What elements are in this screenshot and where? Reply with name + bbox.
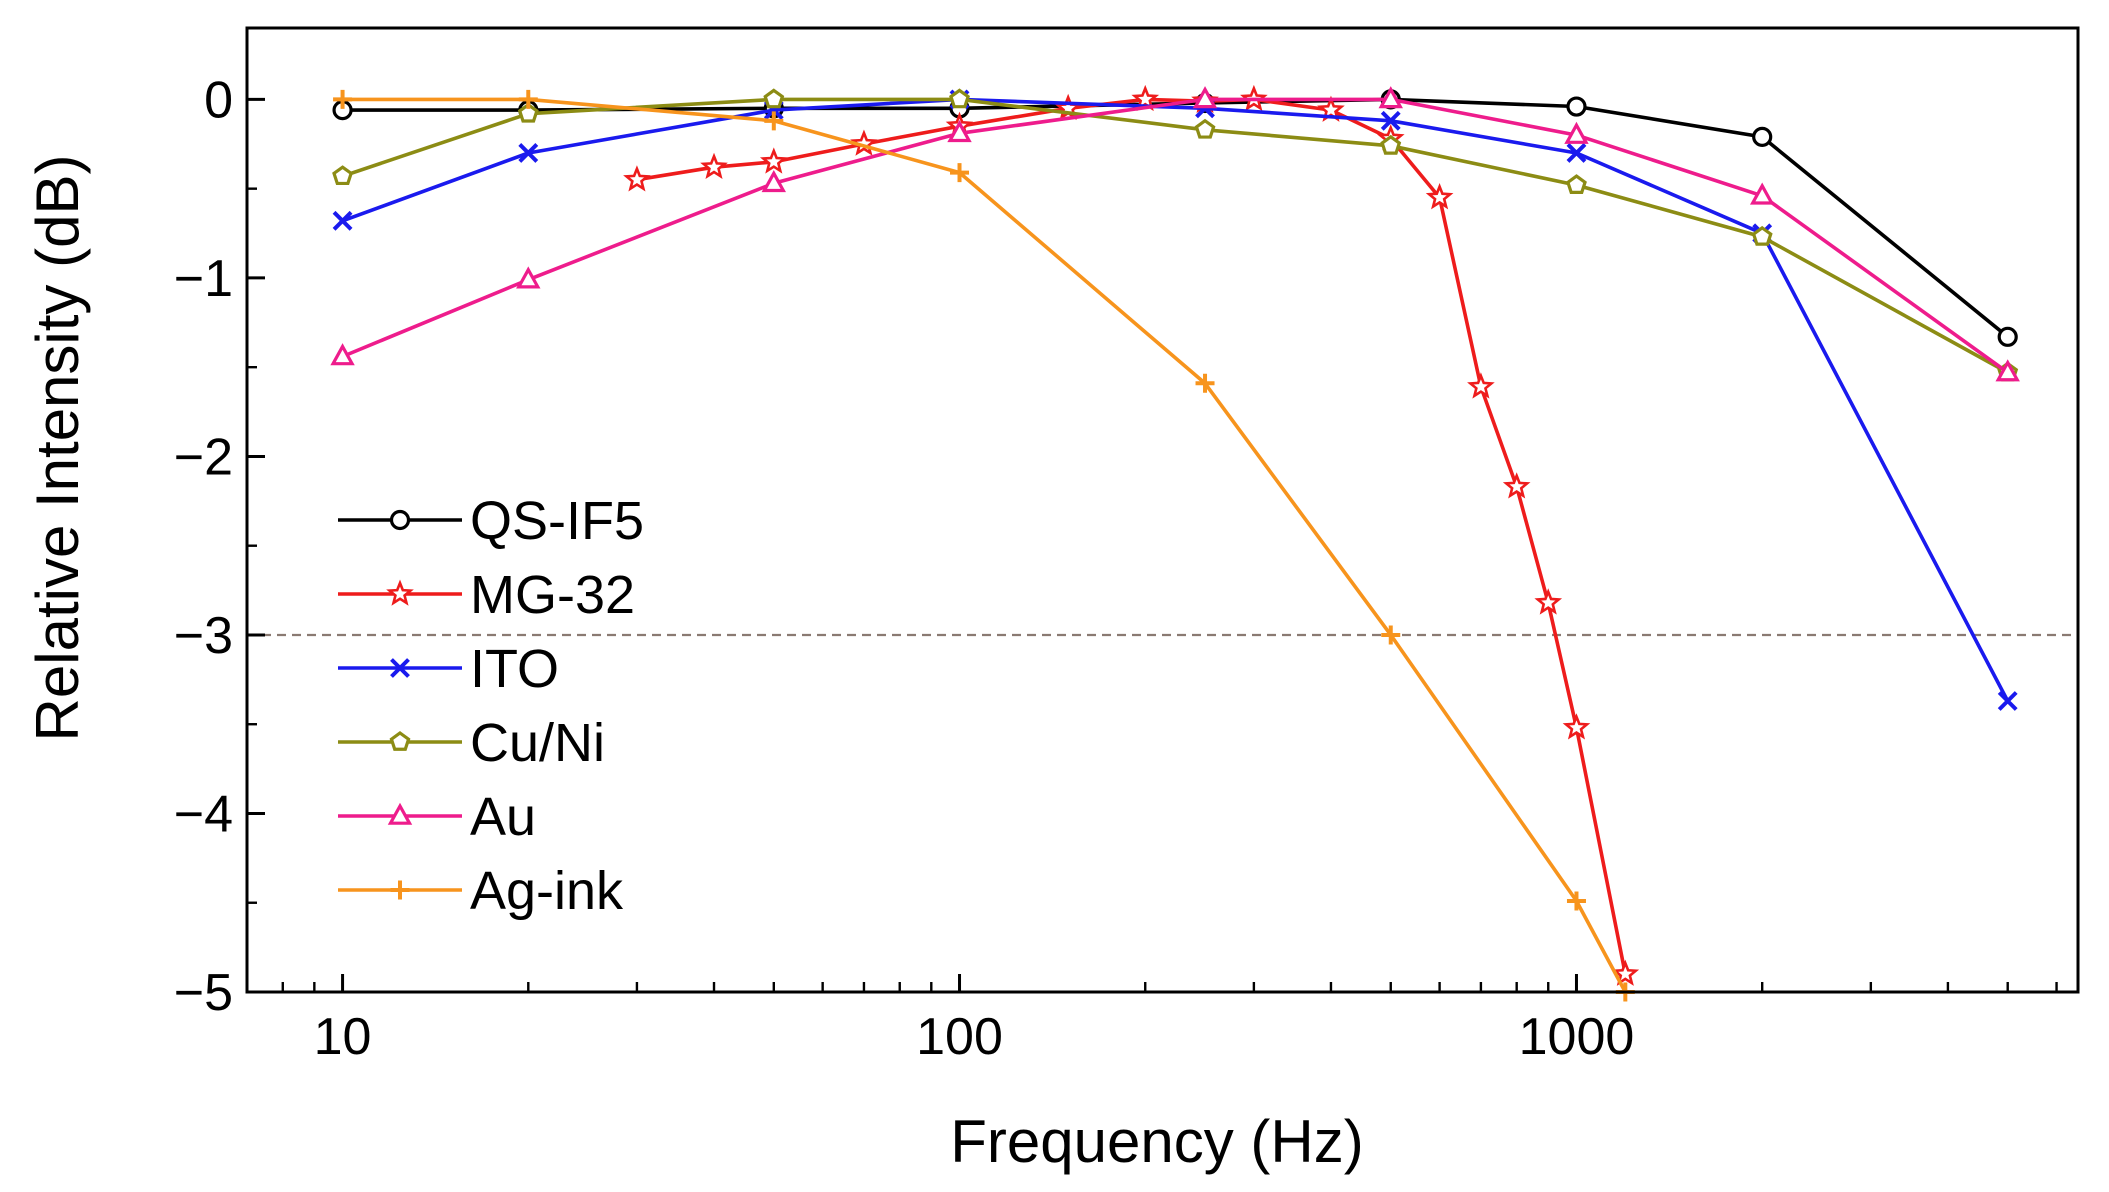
x-tick-label: 100 bbox=[916, 1008, 1003, 1066]
data-point-ag-ink bbox=[950, 163, 970, 183]
legend-marker-ag-ink bbox=[390, 880, 410, 900]
legend-entry-mg-32: MG-32 bbox=[338, 565, 635, 625]
legend-entry-ag-ink: Ag-ink bbox=[338, 861, 624, 921]
legend-marker-qs-if5 bbox=[389, 509, 411, 531]
data-point-mg-32 bbox=[1317, 95, 1345, 122]
legend-label-ito: ITO bbox=[470, 639, 559, 699]
y-axis-title: Relative Intensity (dB) bbox=[24, 155, 91, 742]
data-point-mg-32 bbox=[759, 147, 788, 174]
data-point-au bbox=[1378, 86, 1403, 109]
data-point-ag-ink bbox=[764, 111, 784, 131]
data-point-ag-ink bbox=[1195, 373, 1215, 393]
data-point-mg-32 bbox=[1562, 713, 1591, 740]
data-point-mg-32 bbox=[1611, 959, 1640, 986]
legend-label-qs-if5: QS-IF5 bbox=[470, 491, 644, 551]
data-point-cu-ni bbox=[332, 165, 354, 186]
series-layer bbox=[330, 84, 2020, 1002]
y-tick-label: 0 bbox=[204, 71, 233, 129]
data-point-mg-32 bbox=[1502, 472, 1531, 499]
legend-label-ag-ink: Ag-ink bbox=[470, 861, 624, 921]
data-point-cu-ni bbox=[1751, 225, 1773, 246]
data-point-au bbox=[1192, 86, 1218, 109]
data-point-au bbox=[761, 170, 787, 193]
data-point-mg-32 bbox=[850, 129, 878, 156]
data-point-ag-ink bbox=[333, 89, 353, 109]
legend-entry-qs-if5: QS-IF5 bbox=[338, 491, 644, 551]
data-point-qs-if5 bbox=[1566, 96, 1587, 117]
x-tick-label: 1000 bbox=[1519, 1008, 1635, 1066]
data-point-mg-32 bbox=[1131, 84, 1160, 112]
legend-marker-au bbox=[387, 802, 413, 825]
data-point-au bbox=[516, 266, 541, 289]
data-point-ag-ink bbox=[518, 89, 538, 109]
data-point-qs-if5 bbox=[1752, 126, 1773, 147]
legend-marker-mg-32 bbox=[386, 579, 414, 606]
legend-label-mg-32: MG-32 bbox=[470, 565, 635, 625]
y-tick-label: −2 bbox=[174, 428, 233, 486]
x-tick-label: 10 bbox=[314, 1008, 372, 1066]
legend: QS-IF5 MG-32 ITO Cu/Ni Au Ag-ink bbox=[338, 491, 644, 921]
data-point-qs-if5 bbox=[1997, 326, 2018, 347]
data-point-au bbox=[1749, 182, 1775, 205]
data-point-au bbox=[330, 343, 355, 366]
data-point-au bbox=[947, 120, 972, 143]
data-point-cu-ni bbox=[763, 88, 785, 109]
data-point-mg-32 bbox=[623, 165, 651, 192]
series-au bbox=[330, 86, 2020, 382]
legend-entry-cu-ni: Cu/Ni bbox=[338, 713, 605, 773]
data-point-ag-ink bbox=[1381, 625, 1401, 645]
data-point-au bbox=[1564, 121, 1589, 144]
data-point-au bbox=[1995, 359, 2020, 382]
y-tick-label: −4 bbox=[174, 785, 233, 843]
data-point-ito bbox=[1380, 110, 1401, 131]
data-point-mg-32 bbox=[1534, 588, 1563, 615]
legend-marker-cu-ni bbox=[389, 731, 411, 751]
legend-entry-au: Au bbox=[338, 787, 536, 847]
y-tick-label: −5 bbox=[174, 964, 233, 1022]
data-point-cu-ni bbox=[1566, 174, 1587, 194]
data-point-cu-ni bbox=[517, 102, 539, 123]
axes-layer: 10 100 1000 0 −1 −2 −3 −4 −5 bbox=[174, 26, 2080, 1066]
data-point-mg-32 bbox=[700, 152, 728, 179]
legend-label-au: Au bbox=[470, 787, 536, 847]
legend-entry-ito: ITO bbox=[338, 639, 559, 699]
plot-frame bbox=[245, 26, 2080, 994]
data-point-cu-ni bbox=[1380, 134, 1402, 155]
data-point-mg-32 bbox=[1425, 183, 1454, 210]
data-point-ito bbox=[332, 210, 353, 231]
data-point-cu-ni bbox=[1194, 118, 1216, 139]
data-point-ito bbox=[518, 143, 539, 163]
x-axis-title: Frequency (Hz) bbox=[950, 1108, 1363, 1175]
series-cu-ni bbox=[332, 88, 2019, 382]
legend-marker-ito bbox=[390, 658, 410, 678]
data-point-ag-ink bbox=[1566, 891, 1586, 911]
data-point-ito bbox=[1997, 691, 2018, 711]
y-tick-label: −1 bbox=[174, 250, 233, 308]
series-line-ag-ink bbox=[342, 97, 1627, 993]
data-point-ito bbox=[1566, 143, 1587, 163]
legend-label-cu-ni: Cu/Ni bbox=[470, 713, 605, 773]
y-tick-label: −3 bbox=[174, 607, 233, 665]
data-point-cu-ni bbox=[949, 88, 970, 109]
data-point-mg-32 bbox=[1467, 372, 1495, 399]
